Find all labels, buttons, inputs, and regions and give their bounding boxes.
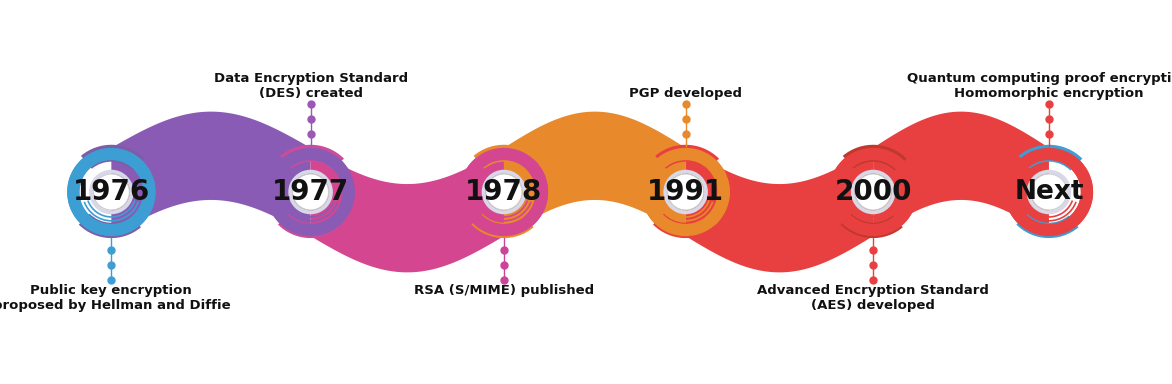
Circle shape: [1031, 174, 1067, 210]
Wedge shape: [266, 158, 355, 236]
Wedge shape: [459, 148, 548, 236]
Text: 1991: 1991: [647, 178, 724, 206]
Wedge shape: [67, 148, 156, 236]
Wedge shape: [67, 158, 156, 236]
Wedge shape: [288, 170, 333, 214]
Wedge shape: [663, 170, 708, 214]
Wedge shape: [1004, 148, 1093, 236]
Wedge shape: [89, 170, 134, 214]
Wedge shape: [1027, 170, 1071, 214]
Wedge shape: [1004, 158, 1093, 236]
Wedge shape: [829, 158, 918, 236]
Circle shape: [293, 174, 328, 210]
Wedge shape: [851, 170, 895, 214]
Wedge shape: [840, 214, 902, 238]
Wedge shape: [829, 148, 918, 236]
Polygon shape: [111, 112, 311, 236]
Text: 2000: 2000: [834, 178, 912, 206]
Text: 1976: 1976: [73, 178, 150, 206]
Wedge shape: [473, 145, 537, 170]
Wedge shape: [280, 145, 343, 170]
Wedge shape: [459, 158, 548, 236]
Polygon shape: [311, 148, 504, 272]
Wedge shape: [266, 148, 355, 236]
Wedge shape: [653, 214, 715, 238]
Wedge shape: [79, 214, 141, 238]
Wedge shape: [278, 214, 340, 238]
Text: RSA (S/MIME) published: RSA (S/MIME) published: [414, 284, 594, 297]
Wedge shape: [1016, 214, 1078, 238]
Text: Next: Next: [1014, 179, 1084, 205]
Circle shape: [94, 174, 129, 210]
Circle shape: [668, 174, 703, 210]
Text: 1977: 1977: [272, 178, 349, 206]
Polygon shape: [504, 112, 686, 236]
Text: Quantum computing proof encryption
Homomorphic encryption: Quantum computing proof encryption Homom…: [907, 72, 1172, 100]
Wedge shape: [1018, 145, 1082, 170]
Polygon shape: [686, 148, 873, 272]
Wedge shape: [843, 145, 906, 170]
Text: Public key encryption
proposed by Hellman and Diffie: Public key encryption proposed by Hellma…: [0, 284, 230, 312]
Text: Advanced Encryption Standard
(AES) developed: Advanced Encryption Standard (AES) devel…: [757, 284, 989, 312]
Text: PGP developed: PGP developed: [629, 87, 742, 100]
Wedge shape: [471, 214, 533, 238]
Wedge shape: [655, 145, 718, 170]
Circle shape: [856, 174, 891, 210]
Polygon shape: [873, 112, 1049, 236]
Text: Data Encryption Standard
(DES) created: Data Encryption Standard (DES) created: [213, 72, 408, 100]
Wedge shape: [81, 145, 144, 170]
Text: 1978: 1978: [465, 178, 543, 206]
Wedge shape: [641, 158, 730, 236]
Circle shape: [486, 174, 522, 210]
Wedge shape: [482, 170, 526, 214]
Wedge shape: [641, 148, 730, 236]
